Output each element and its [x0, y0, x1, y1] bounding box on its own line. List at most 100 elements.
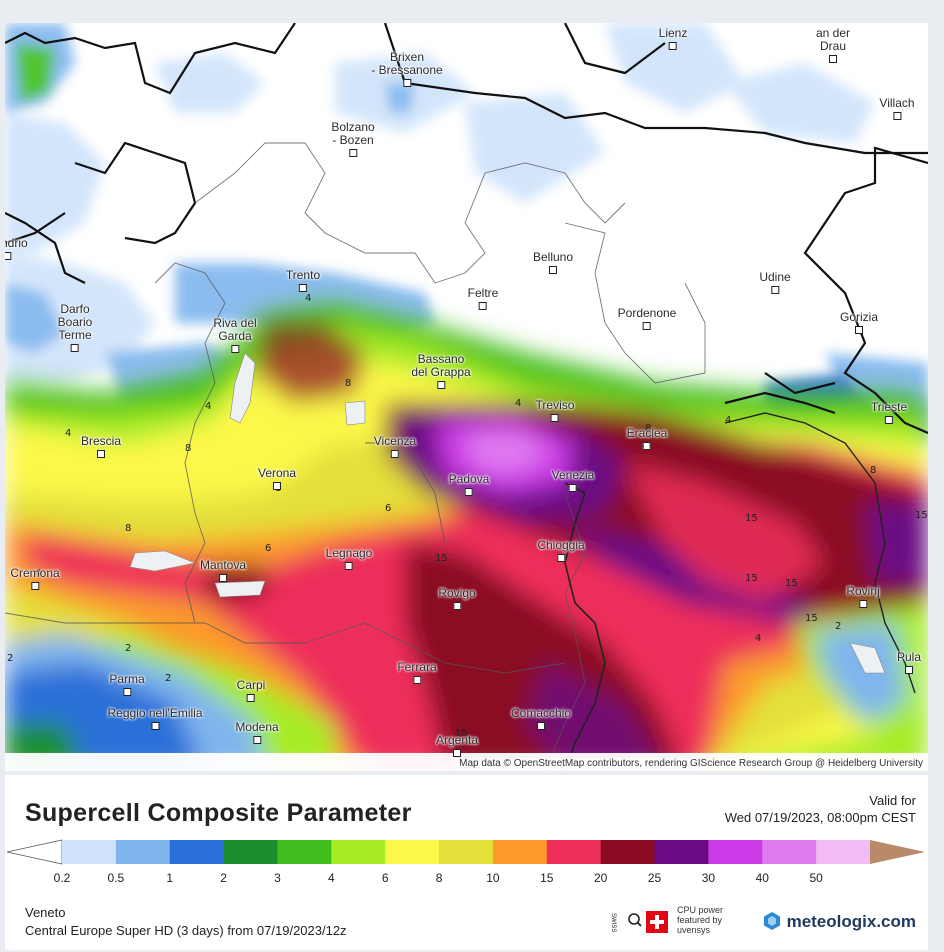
city-label-9: Trento	[286, 269, 320, 292]
contour-value-label: 2	[7, 653, 14, 664]
contour-value-label: 8	[345, 378, 352, 389]
city-name: Padova	[448, 472, 490, 486]
lakes	[129, 352, 886, 674]
city-name: Belluno	[532, 250, 574, 264]
meteologix-brand[interactable]: meteologix.com	[762, 911, 916, 932]
contour-value-label: 4	[65, 428, 72, 439]
city-marker-icon	[247, 694, 255, 702]
city-name: Ferrara	[397, 660, 437, 674]
map-field-layer	[5, 23, 928, 771]
city-name: Chioggia	[537, 538, 585, 552]
city-label-34: Reggio nell'Emilia	[107, 706, 203, 730]
city-marker-icon	[150, 722, 159, 730]
scale-swatch	[439, 840, 494, 864]
city-marker-icon	[253, 736, 261, 744]
city-label-22: Padova	[448, 472, 490, 496]
scale-tick-label: 0.2	[53, 871, 71, 885]
city-label-37: Argenta	[436, 734, 478, 757]
swiss-hd-logo: SWISS	[610, 909, 668, 935]
map-footer: Supercell Composite Parameter Valid for …	[5, 775, 928, 950]
contour-value-label: 15	[805, 613, 818, 624]
city-label-32: Carpi	[236, 678, 266, 702]
scale-tick-label: 2	[220, 871, 227, 885]
color-scale	[6, 839, 925, 865]
city-marker-icon	[854, 326, 863, 334]
city-label-1: Lienz	[658, 26, 688, 50]
city-label-29: Rovinj	[846, 585, 880, 608]
contour-value-label: 4	[205, 401, 212, 412]
city-name: Pordenone	[617, 306, 677, 320]
city-name: Trieste	[870, 400, 908, 414]
map-attribution[interactable]: Map data © OpenStreetMap contributors, r…	[456, 758, 926, 769]
city-label-6: Sondrio	[5, 237, 28, 260]
city-label-25: Chioggia	[537, 538, 585, 562]
city-label-13: Gorizia	[840, 311, 878, 334]
contour-value-label: 15	[745, 573, 758, 584]
city-marker-icon	[345, 562, 353, 570]
contour-value-label: 4	[755, 633, 762, 644]
scale-swatch	[492, 840, 548, 864]
city-marker-icon	[537, 722, 545, 730]
city-marker-icon	[549, 266, 557, 274]
city-name: Rovigo	[438, 586, 476, 600]
scale-max-arrow	[870, 840, 925, 864]
forecast-map[interactable]: 246815486815151548242154481524815 Lienza…	[5, 23, 928, 771]
contour-value-label: 6	[265, 543, 272, 554]
city-name: Sondrio	[5, 236, 28, 250]
city-name: Darfo Boario Terme	[57, 302, 93, 342]
scale-swatch	[762, 840, 817, 864]
city-name: Modena	[235, 720, 279, 734]
city-name: Pula	[896, 650, 922, 664]
city-label-7: Belluno	[533, 251, 573, 274]
city-label-23: Venezia	[551, 468, 595, 492]
scale-swatch	[600, 840, 656, 864]
city-marker-icon	[858, 600, 867, 608]
city-name: Reggio nell'Emilia	[107, 706, 203, 720]
city-label-28: Rovigo	[438, 586, 476, 610]
city-name: Legnago	[325, 546, 373, 560]
city-label-35: Comacchio	[511, 707, 571, 730]
city-label-8: Udine	[759, 270, 791, 294]
city-label-36: Modena	[235, 720, 279, 744]
parameter-title: Supercell Composite Parameter	[25, 799, 412, 827]
city-label-21: Verona	[258, 467, 296, 490]
city-label-14: Riva del Garda	[213, 317, 257, 353]
city-name: Treviso	[535, 398, 575, 412]
scale-swatch	[331, 840, 386, 864]
city-marker-icon	[884, 416, 893, 424]
regional-borders	[5, 142, 706, 771]
national-borders	[5, 23, 928, 435]
city-label-17: Treviso	[535, 398, 575, 422]
city-label-16: Trieste	[871, 401, 907, 424]
contour-value-label: 2	[125, 643, 132, 654]
city-marker-icon	[479, 302, 487, 310]
contour-value-label: 4	[305, 293, 312, 304]
city-label-12: Pordenone	[617, 306, 677, 330]
scale-swatch	[816, 840, 871, 864]
city-label-11: Darfo Boario Terme	[57, 302, 93, 352]
city-name: Mantova	[199, 558, 247, 572]
city-marker-icon	[829, 55, 837, 63]
city-label-19: Brescia	[81, 435, 121, 458]
cpu-line-3: uvensys	[677, 925, 711, 935]
city-marker-icon	[413, 676, 421, 684]
city-name: Carpi	[236, 678, 266, 692]
city-name: Gorizia	[839, 310, 879, 324]
contour-value-label: 8	[185, 443, 192, 454]
scale-tick-label: 25	[647, 871, 662, 885]
city-label-5: Bolzano - Bozen	[331, 121, 375, 157]
city-marker-icon	[272, 482, 281, 490]
city-name: Brixen - Bressanone	[371, 50, 443, 77]
city-label-30: Pula	[897, 651, 921, 674]
city-label-24: Legnago	[325, 546, 373, 570]
contour-value-label: 15	[745, 513, 758, 524]
city-name: Venezia	[551, 468, 595, 482]
city-marker-icon	[123, 688, 131, 696]
svg-text:SWISS: SWISS	[610, 913, 616, 932]
city-name: Udine	[759, 270, 791, 284]
city-name: Lienz	[658, 26, 688, 40]
model-run-label: Central Europe Super HD (3 days) from 07…	[25, 923, 347, 938]
scale-swatch	[546, 840, 602, 864]
contour-value-label: 4	[515, 398, 522, 409]
city-name: Eraclea	[626, 426, 668, 440]
